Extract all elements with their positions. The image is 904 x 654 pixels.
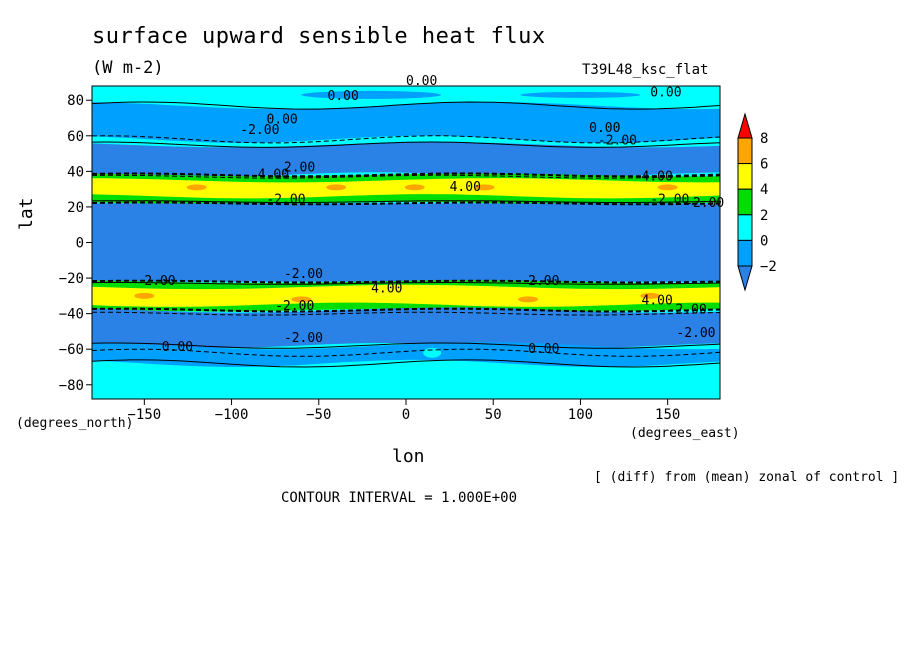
peak-core-4 [657, 184, 678, 191]
band-equatorial-negative [92, 203, 720, 282]
contour-label: -2.00 [685, 196, 724, 211]
contour-label: -2.00 [240, 123, 279, 138]
contour-line [91, 279, 721, 284]
contour-line [91, 342, 721, 349]
x-tick-label: 0 [402, 407, 410, 423]
peak-core-8 [640, 292, 661, 299]
contour-label: 0.00 [328, 89, 359, 104]
colorbar-label: 0 [760, 233, 768, 249]
contour-line [91, 172, 721, 178]
contour-line [91, 200, 721, 203]
contour-label: 0.00 [406, 74, 437, 89]
contour-label: 0.00 [162, 340, 193, 355]
contour-label: 0.00 [650, 86, 681, 101]
contour-line [91, 201, 721, 206]
y-axis-label: lat [16, 197, 37, 230]
contour-line [91, 348, 721, 357]
contour-label: 0.00 [266, 112, 297, 127]
contour-label: -2.00 [284, 267, 323, 282]
contour-label: -2.00 [598, 134, 637, 149]
peak-core-7 [518, 296, 539, 303]
y-tick-label: 0 [76, 236, 84, 252]
contour-label: -2.00 [676, 326, 715, 341]
colorbar-segment [737, 188, 753, 216]
y-tick-label: −40 [59, 307, 84, 323]
contour-label: -2.00 [275, 299, 314, 314]
colorbar-label: 6 [760, 157, 768, 173]
colorbar-label: 8 [760, 131, 768, 147]
contour-label: 4.00 [642, 169, 673, 184]
colorbar-label: 2 [760, 208, 768, 224]
contour-label: 2.00 [284, 160, 315, 175]
y-tick-label: −60 [59, 342, 84, 358]
colorbar-segment [737, 137, 753, 165]
contour-line [91, 174, 721, 179]
x-tick-label: −150 [127, 407, 161, 423]
south-cyan-patch [423, 347, 442, 358]
peak-core-0 [186, 184, 207, 191]
peak-core-5 [134, 292, 155, 299]
peak-core-1 [326, 184, 347, 191]
contour-line [91, 359, 721, 368]
band-south-peak [92, 284, 720, 307]
colorbar-bottom-triangle [737, 265, 753, 292]
diff-note: [ (diff) from (mean) zonal of control ] [594, 470, 900, 485]
band-north-light-negative [92, 102, 720, 143]
contour-label: -2.00 [284, 331, 323, 346]
y-tick-label: 80 [67, 93, 84, 109]
colorbar-segment [737, 214, 753, 241]
colorbar-label: −2 [760, 259, 777, 275]
north-polar-patch [301, 90, 442, 99]
band-north-strong-negative [92, 142, 720, 178]
contour-line [91, 282, 721, 285]
contour-label: 4.00 [450, 180, 481, 195]
contour-interval: CONTOUR INTERVAL = 1.000E+00 [281, 490, 518, 506]
colorbar-label: 4 [760, 182, 768, 198]
run-id: T39L48_ksc_flat [582, 62, 709, 78]
contour-label: 4.00 [258, 167, 289, 182]
colorbar-top-triangle [737, 112, 753, 139]
y-tick-label: −80 [59, 378, 84, 394]
chart-title: surface upward sensible heat flux [92, 24, 546, 49]
y-tick-label: 60 [67, 129, 84, 145]
contour-line [91, 307, 721, 313]
contour-line [91, 141, 721, 148]
band-south-light-negative [92, 342, 720, 367]
x-tick-label: −100 [215, 407, 249, 423]
colorbar-segment [737, 239, 753, 267]
chart-units: (W m-2) [92, 58, 164, 78]
contour-label: -2.00 [668, 303, 707, 318]
north-polar-patch-2 [520, 91, 641, 98]
x-axis-units: (degrees_east) [630, 426, 740, 441]
contour-label: 4.00 [642, 294, 673, 309]
x-axis-label: lon [392, 446, 425, 467]
contour-label: 0.00 [589, 121, 620, 136]
y-tick-label: 40 [67, 164, 84, 180]
x-tick-label: 150 [655, 407, 680, 423]
x-tick-label: 100 [568, 407, 593, 423]
x-tick-label: 50 [485, 407, 502, 423]
contour-label: 0.00 [528, 342, 559, 357]
x-tick-label: −50 [306, 407, 331, 423]
peak-core-3 [474, 184, 495, 191]
contour-line [91, 135, 721, 144]
peak-core-2 [404, 184, 425, 191]
contour-label: 2.00 [528, 274, 559, 289]
y-tick-label: 20 [67, 200, 84, 216]
contour-label: -2.00 [266, 192, 305, 207]
contour-line [91, 101, 721, 110]
y-tick-label: −20 [59, 271, 84, 287]
contour-label: -2.00 [650, 192, 689, 207]
contour-label: 2.00 [144, 274, 175, 289]
colorbar-segment [737, 163, 753, 190]
y-axis-units: (degrees_north) [16, 416, 134, 431]
peak-core-6 [291, 296, 312, 303]
contour-line [92, 311, 721, 316]
contour-label: 4.00 [371, 281, 402, 296]
band-south-strong-negative [92, 307, 720, 349]
